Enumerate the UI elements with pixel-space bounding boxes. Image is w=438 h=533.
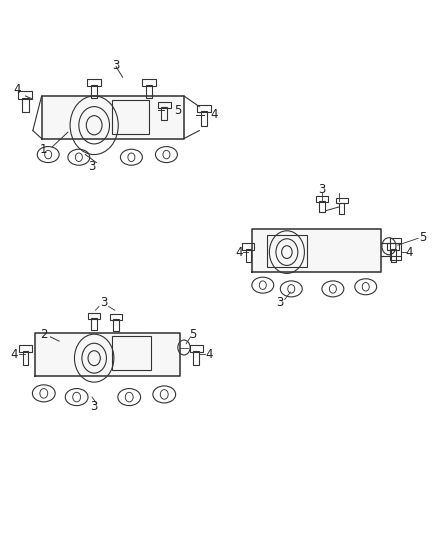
- Text: 4: 4: [205, 348, 213, 361]
- Bar: [339, 203, 344, 214]
- Bar: [18, 91, 32, 99]
- Text: 5: 5: [189, 328, 196, 341]
- Text: 3: 3: [88, 160, 95, 173]
- Text: 3: 3: [91, 400, 98, 413]
- Bar: [201, 111, 207, 126]
- Bar: [316, 196, 328, 202]
- Bar: [387, 243, 399, 250]
- Text: 5: 5: [174, 104, 181, 117]
- Bar: [391, 249, 396, 262]
- Bar: [22, 98, 28, 112]
- Text: 2: 2: [40, 328, 48, 341]
- Bar: [267, 235, 307, 266]
- Text: 3: 3: [113, 59, 120, 71]
- Text: 4: 4: [211, 108, 219, 121]
- Bar: [92, 318, 97, 330]
- Bar: [19, 345, 32, 352]
- Text: 3: 3: [100, 296, 107, 309]
- Bar: [91, 85, 97, 98]
- Bar: [146, 85, 152, 98]
- Polygon shape: [35, 333, 180, 376]
- Bar: [158, 102, 170, 108]
- Bar: [319, 201, 325, 212]
- Polygon shape: [42, 96, 184, 139]
- Bar: [113, 319, 119, 331]
- Bar: [110, 314, 122, 320]
- Bar: [162, 108, 167, 120]
- Bar: [197, 104, 211, 112]
- Text: 5: 5: [419, 231, 426, 244]
- Bar: [194, 351, 199, 365]
- Bar: [390, 238, 401, 260]
- Text: 4: 4: [406, 246, 413, 259]
- Bar: [336, 198, 348, 204]
- Text: 3: 3: [318, 183, 325, 196]
- Bar: [246, 249, 251, 262]
- Text: 4: 4: [10, 348, 18, 361]
- Polygon shape: [252, 229, 381, 272]
- Bar: [243, 243, 254, 250]
- Bar: [87, 79, 101, 86]
- Bar: [88, 313, 100, 319]
- Bar: [190, 345, 202, 352]
- Bar: [112, 100, 149, 134]
- Bar: [112, 336, 151, 370]
- Text: 4: 4: [235, 246, 243, 259]
- Text: 3: 3: [277, 296, 284, 309]
- Bar: [142, 79, 156, 86]
- Text: 4: 4: [13, 83, 21, 95]
- Text: 1: 1: [40, 143, 48, 156]
- Bar: [23, 351, 28, 365]
